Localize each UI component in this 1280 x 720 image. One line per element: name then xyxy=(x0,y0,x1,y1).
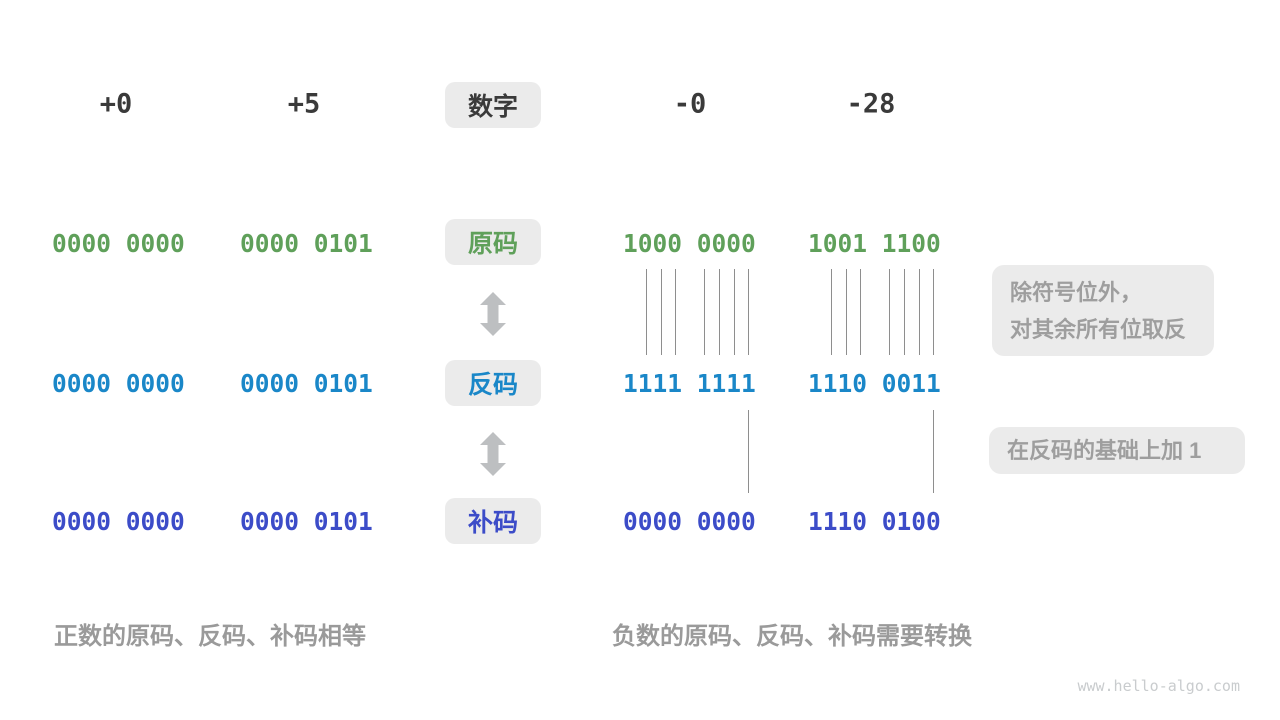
bit-connector-line xyxy=(889,269,890,355)
row-label-ones-complement: 反码 xyxy=(445,360,541,406)
binary-value-twos-complement: 0000 0000 xyxy=(623,507,756,536)
bit-connector-line xyxy=(748,269,749,355)
column-header-minus0: -0 xyxy=(673,88,707,120)
bit-connector-line xyxy=(646,269,647,355)
binary-value-twos-complement: 0000 0101 xyxy=(240,507,373,536)
column-header-minus28: -28 xyxy=(846,88,896,120)
bit-connector-line xyxy=(748,410,749,493)
updown-arrow-icon xyxy=(478,290,508,338)
bit-connector-line xyxy=(846,269,847,355)
binary-value-sign-magnitude: 0000 0000 xyxy=(52,229,185,258)
caption-positive-numbers: 正数的原码、反码、补码相等 xyxy=(54,623,366,650)
bit-connector-line xyxy=(675,269,676,355)
row-label-sign-magnitude: 原码 xyxy=(445,219,541,265)
bit-connector-line xyxy=(933,269,934,355)
binary-value-sign-magnitude: 1001 1100 xyxy=(808,229,941,258)
bit-connector-line xyxy=(860,269,861,355)
binary-value-sign-magnitude: 0000 0101 xyxy=(240,229,373,258)
binary-value-ones-complement: 1111 1111 xyxy=(623,369,756,398)
annotation-add-one-text: 在反码的基础上加 1 xyxy=(1007,438,1202,463)
caption-negative-numbers: 负数的原码、反码、补码需要转换 xyxy=(612,623,972,650)
binary-value-twos-complement: 1110 0100 xyxy=(808,507,941,536)
binary-value-twos-complement: 0000 0000 xyxy=(52,507,185,536)
bit-connector-line xyxy=(661,269,662,355)
annotation-add-one: 在反码的基础上加 1 xyxy=(989,427,1245,474)
row-label-twos-complement: 补码 xyxy=(445,498,541,544)
annotation-invert-line1: 除符号位外， xyxy=(1010,279,1143,305)
bit-connector-line xyxy=(904,269,905,355)
annotation-invert-line2: 对其余所有位取反 xyxy=(1010,316,1187,342)
binary-value-sign-magnitude: 1000 0000 xyxy=(623,229,756,258)
column-header-plus0: +0 xyxy=(99,88,133,120)
bit-connector-line xyxy=(919,269,920,355)
bit-connector-line xyxy=(719,269,720,355)
binary-value-ones-complement: 1110 0011 xyxy=(808,369,941,398)
bit-connector-line xyxy=(933,410,934,493)
binary-value-ones-complement: 0000 0000 xyxy=(52,369,185,398)
bit-connector-line xyxy=(704,269,705,355)
number-label-chip: 数字 xyxy=(445,82,541,128)
binary-value-ones-complement: 0000 0101 xyxy=(240,369,373,398)
updown-arrow-icon xyxy=(478,430,508,478)
bit-connector-line xyxy=(734,269,735,355)
column-header-plus5: +5 xyxy=(287,88,321,120)
bit-connector-line xyxy=(831,269,832,355)
annotation-invert-bits: 除符号位外， 对其余所有位取反 xyxy=(992,265,1214,356)
watermark-url: www.hello-algo.com xyxy=(1077,677,1240,695)
